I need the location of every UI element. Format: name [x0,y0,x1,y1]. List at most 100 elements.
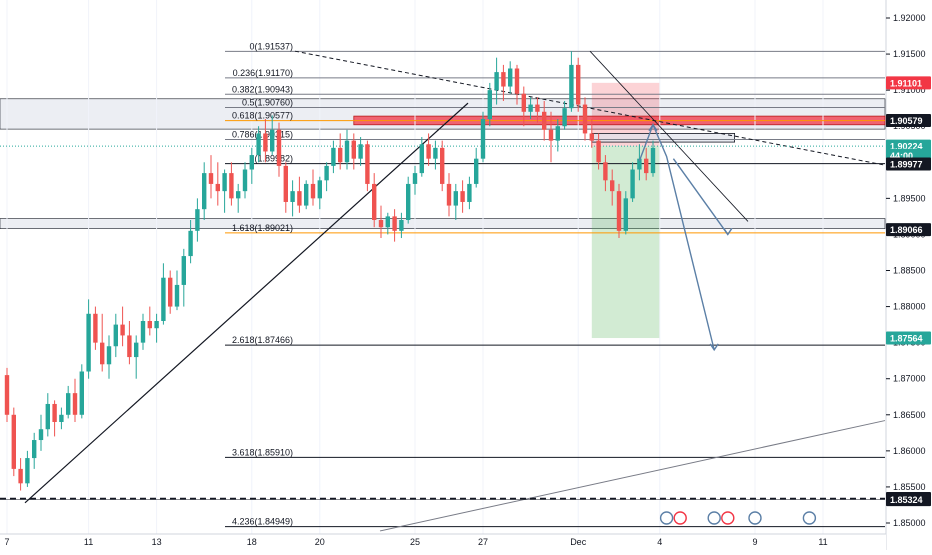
candle-body [562,108,567,127]
candle-body [548,129,554,141]
candle-body [610,180,615,192]
price-tick-label: 1.91500 [893,49,926,59]
candle-body [542,111,547,130]
candle-body [453,191,458,206]
candle-body [623,198,628,231]
price-tag [886,331,931,345]
candle-body [52,403,57,422]
fib-label: 1.618(1.89021) [232,223,293,233]
candle-body [446,183,452,206]
fib-label: 0.618(1.90577) [232,111,293,121]
candle-body [256,133,261,156]
candle-body [195,209,200,231]
candle-body [487,90,492,119]
candle-body [283,165,288,202]
candle-body [630,169,635,199]
date-tick-label: 25 [410,537,420,547]
candle-body [66,393,71,415]
candle-body [304,183,309,206]
candle-body [650,147,656,174]
candle-body [93,313,98,343]
candle-body [38,429,44,441]
candle-body [419,144,424,174]
candle-body [11,414,16,469]
candle-body [616,191,622,231]
economic-event-icon[interactable] [748,511,762,525]
fib-label: 0.382(1.90943) [232,84,293,94]
candle-body [168,277,173,307]
candle-body [440,147,445,184]
candle-body [72,393,78,415]
price-tag-label: 1.90579 [890,116,923,126]
candle-body [134,342,139,358]
economic-event-icon[interactable] [707,511,721,525]
economic-event-icon[interactable] [802,511,817,525]
candle-body [181,256,186,285]
economic-event-icon[interactable] [659,511,674,525]
candle-body [399,220,404,231]
candle-body [365,144,370,184]
candle-body [59,414,64,422]
candle-body [392,216,397,231]
candle-body [406,183,411,220]
price-tag-label: 1.89066 [890,225,923,235]
candle-body [494,72,499,91]
date-tick-label: 18 [247,537,257,547]
gray-zone [0,218,886,229]
date-tick-label: 13 [152,537,162,547]
candle-body [161,277,166,321]
candle-body [603,162,608,181]
price-tick-label: 1.87000 [893,374,926,384]
price-tag [886,223,931,237]
candle-body [86,313,91,372]
candles-layer [4,51,656,491]
candle-body [351,140,356,159]
price-axis-background [886,0,932,550]
candle-body [412,173,418,184]
price-tick-label: 1.85500 [893,482,926,492]
candle-body [508,68,513,87]
candle-body [120,324,125,336]
channel-line [589,50,749,222]
price-tick-label: 1.89500 [893,193,926,203]
date-tick-label: 4 [657,537,662,547]
economic-event-icon[interactable] [721,511,735,525]
candle-body [276,129,282,166]
candle-body [331,147,336,166]
candle-body [188,230,193,257]
price-tick-label: 1.88000 [893,302,926,312]
candle-body [576,64,581,105]
fib-label: 3.618(1.85910) [232,447,293,457]
candle-body [310,183,316,199]
candle-body [249,155,254,170]
candle-body [480,119,486,159]
candle-body [426,144,431,159]
candle-body [589,133,594,141]
fib-label: 1(1.89982) [249,154,293,164]
candle-body [582,104,588,134]
candle-body [290,191,295,202]
price-tag-label: 1.89977 [890,159,923,169]
date-tick-label: 11 [84,537,93,547]
entry-box [591,133,735,143]
price-axis-layer[interactable]: 1.920001.915001.910001.905001.900001.895… [885,0,932,550]
candle-body [467,183,472,202]
ascending-trendline [24,102,469,504]
candle-body [358,144,363,159]
projection-arrows-layer [638,122,733,352]
price-tag [886,493,931,507]
candle-body [45,403,50,430]
date-axis-background [0,534,886,550]
price-tick-label: 1.85000 [893,518,926,528]
economic-event-icon[interactable] [673,511,687,525]
candle-body [596,140,601,163]
date-tick-label: 20 [315,537,325,547]
candle-body [460,191,465,202]
candle-body [338,147,343,163]
candle-body [106,346,112,365]
candle-body [25,458,30,484]
date-axis-layer[interactable]: 7 11 13 18 20 25 27 Dec 4 9 11 [0,533,886,550]
trendlines-layer [0,50,886,532]
